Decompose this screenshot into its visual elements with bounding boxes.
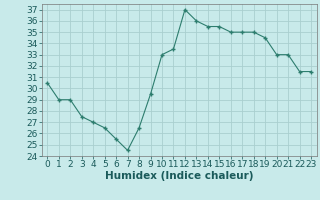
X-axis label: Humidex (Indice chaleur): Humidex (Indice chaleur) xyxy=(105,171,253,181)
